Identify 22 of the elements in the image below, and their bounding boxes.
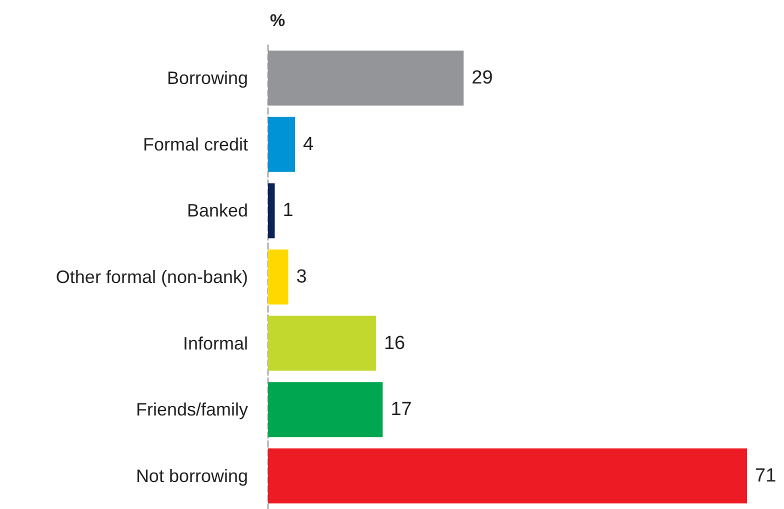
x-axis-title: % [270, 11, 286, 30]
data-label: 3 [296, 266, 307, 288]
y-tick-label: Banked [186, 200, 248, 221]
y-tick-label: Not borrowing [136, 466, 248, 486]
data-label: 4 [302, 134, 314, 155]
data-label: 1 [282, 200, 294, 222]
y-tick-label: Friends/family [136, 400, 248, 420]
bar [268, 448, 747, 504]
data-label: 17 [390, 399, 412, 420]
y-tick-label: Formal credit [142, 134, 248, 154]
data-label: 16 [384, 332, 406, 354]
data-label: 71 [755, 465, 776, 486]
data-label: 29 [472, 68, 493, 89]
bar [268, 50, 464, 106]
bar [268, 183, 275, 238]
y-tick-label: Borrowing [166, 68, 248, 88]
bar [268, 116, 295, 172]
y-tick-label: Other formal (non-bank) [56, 267, 248, 287]
bar [268, 249, 288, 305]
y-tick-label: Informal [182, 333, 248, 354]
bar [268, 382, 383, 438]
bar [268, 316, 376, 371]
